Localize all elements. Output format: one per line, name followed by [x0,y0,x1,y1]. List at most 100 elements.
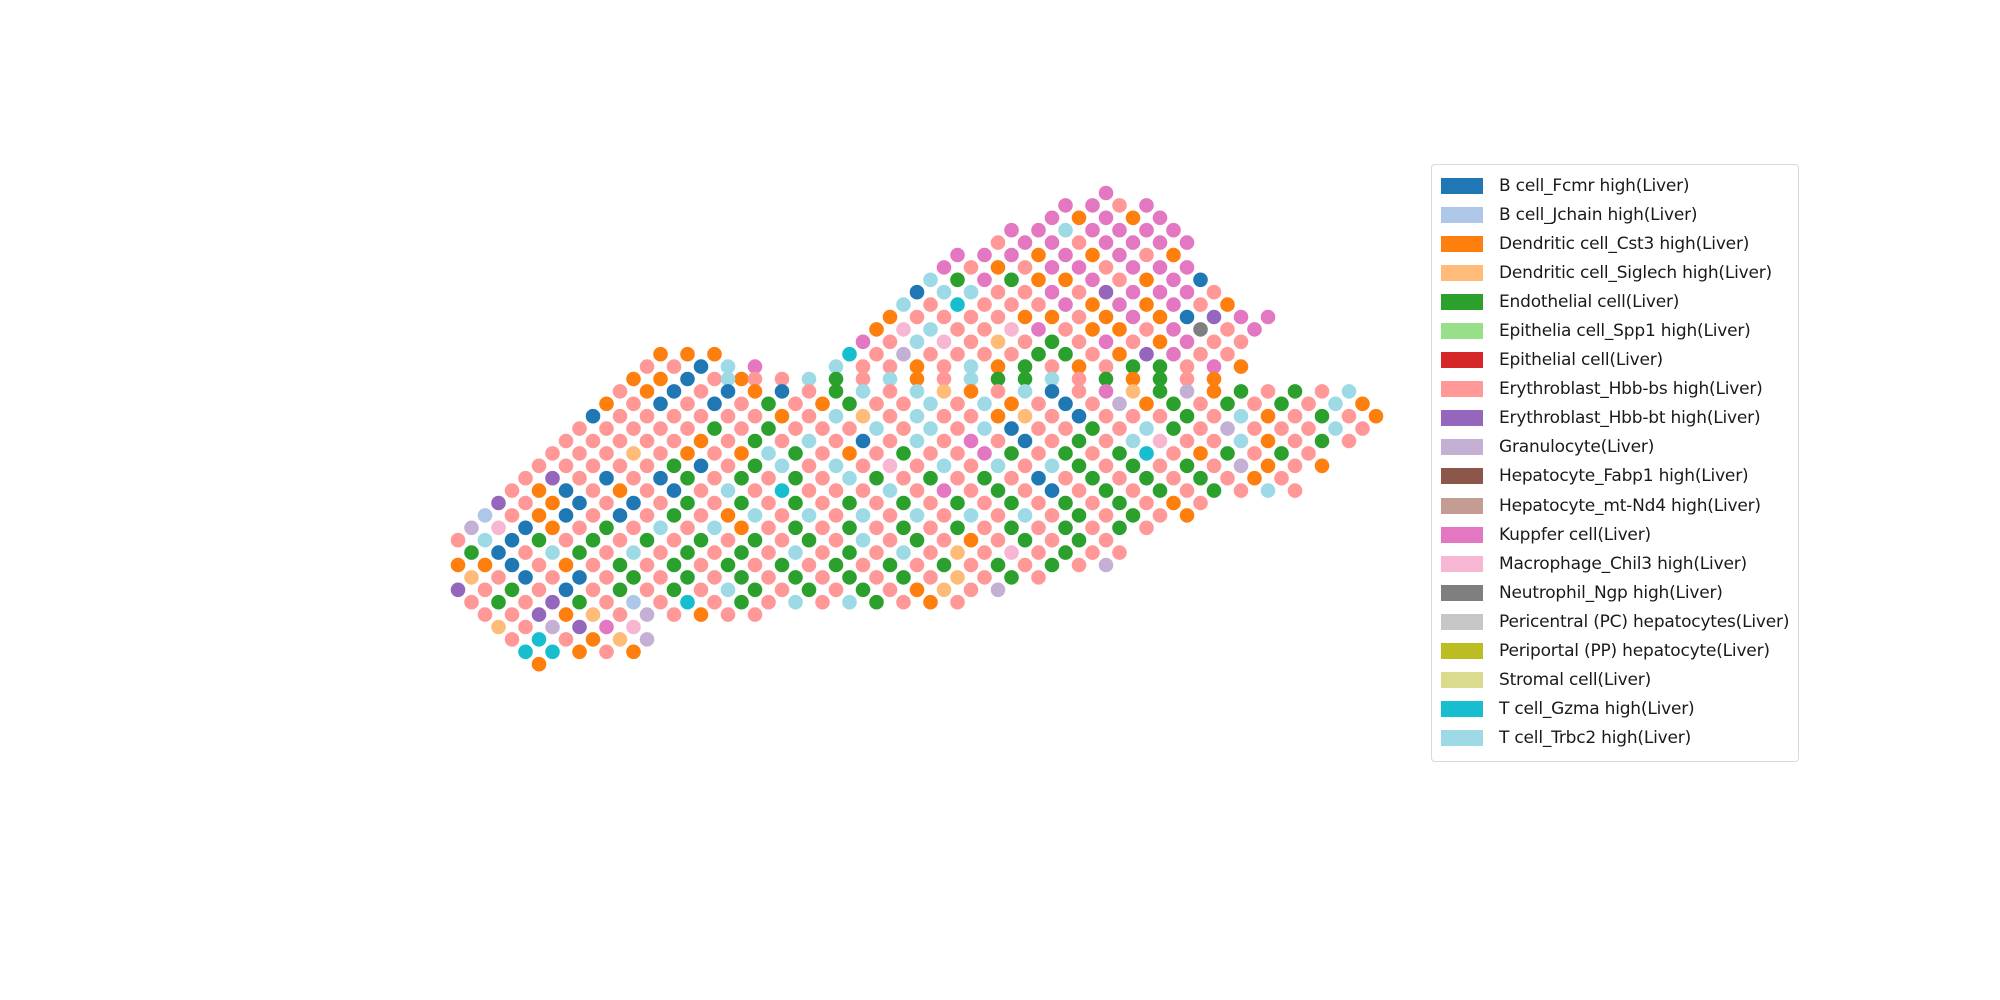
legend-item: Macrophage_Chil3 high(Liver) [1441,549,1790,578]
spot-point [1071,458,1087,474]
spot-point [842,594,857,610]
spot-point [923,396,938,412]
spot-point [612,408,628,424]
spot-point [774,408,790,424]
spot-point [977,495,992,511]
spot-point [1179,284,1195,300]
spot-point [909,284,925,300]
spot-point [774,582,790,598]
spot-point [788,421,803,436]
spot-point [882,433,898,449]
spot-point [788,570,803,585]
spot-point [1017,309,1033,325]
spot-point [545,644,560,660]
spot-point [801,371,817,387]
spot-point [1166,495,1181,511]
spot-point [936,384,952,399]
spot-point [707,495,722,511]
spot-point [842,545,857,560]
spot-point [1233,433,1249,449]
spot-point [950,446,965,461]
spot-point [1058,396,1073,412]
legend-item: T cell_Gzma high(Liver) [1441,695,1790,724]
spot-point [1085,520,1100,536]
spot-point [1247,322,1262,337]
spot-point [1139,495,1154,511]
legend-swatch [1441,323,1483,340]
spot-point [1220,470,1235,486]
spot-point [639,359,655,374]
spot-point [869,446,884,461]
spot-point [936,408,952,424]
spot-point [1233,458,1249,474]
spot-point [450,557,466,573]
spot-point [653,446,668,461]
spot-point [1179,309,1195,325]
spot-point [869,495,884,511]
spot-point [788,446,803,461]
spot-point [1112,198,1127,213]
spot-point [1152,235,1168,250]
spot-point [1004,346,1019,362]
spot-point [1206,408,1222,424]
spot-point [1071,433,1087,449]
spot-point [680,446,695,461]
spot-point [1004,545,1019,560]
spot-point [1112,247,1127,263]
spot-point [1098,384,1114,399]
spot-point [923,520,938,536]
spot-point [693,607,709,622]
spot-point [909,309,925,325]
legend-swatch [1441,701,1483,718]
spot-point [950,396,965,412]
spot-point [828,371,844,387]
spot-point [990,557,1006,573]
spot-point [1179,260,1195,275]
spot-point [612,532,628,548]
spot-point [815,570,830,585]
spot-point [1179,384,1195,399]
spot-point [693,582,709,598]
spot-point [693,359,709,374]
spot-point [1166,346,1181,362]
spot-point [842,470,857,486]
spot-point [1233,384,1249,399]
spot-point [639,557,655,573]
spot-point [990,309,1006,325]
spot-point [747,371,763,387]
spot-point [882,309,898,325]
spot-point [828,582,844,598]
spot-point [1044,483,1060,498]
spot-point [491,520,506,536]
spot-point [599,470,614,486]
spot-point [707,446,722,461]
spot-point [747,458,763,474]
spot-point [842,421,857,436]
spot-point [585,508,601,523]
spot-point [869,520,884,536]
spot-point [990,359,1006,374]
spot-point [963,384,979,399]
spot-point [869,322,884,337]
spot-point [1179,458,1195,474]
spot-point [1112,446,1127,461]
spot-point [585,458,601,474]
spot-point [450,532,466,548]
spot-point [774,557,790,573]
spot-point [963,458,979,474]
spot-point [923,421,938,436]
spot-point [1125,458,1141,474]
spot-point [707,545,722,560]
spot-point [936,334,952,350]
spot-point [1125,235,1141,250]
spot-point [882,359,898,374]
spatial-spot-plot [450,185,1384,672]
spot-point [1017,483,1033,498]
spot-point [558,532,574,548]
spot-point [950,520,965,536]
spot-point [450,582,466,598]
spot-point [815,421,830,436]
spot-point [1004,322,1019,337]
spot-point [1044,284,1060,300]
spot-point [1085,297,1100,312]
